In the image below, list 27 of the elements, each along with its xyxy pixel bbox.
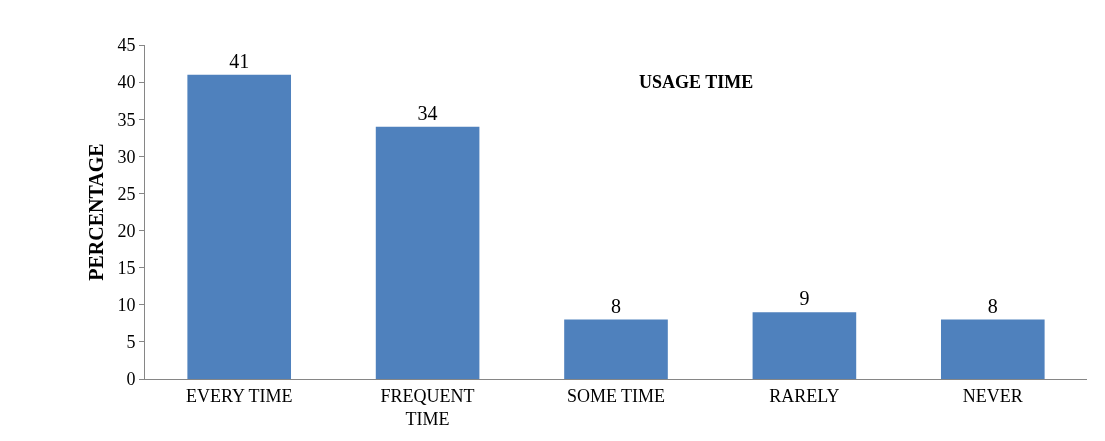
data-label: 9 <box>799 287 810 310</box>
x-tick-label: SOME TIME <box>566 385 666 406</box>
data-label: 8 <box>611 294 621 317</box>
x-tick-label: RARELY <box>769 385 840 406</box>
bar <box>564 319 668 379</box>
data-label: 8 <box>987 294 998 317</box>
x-tick-label: FREQUENT TIME <box>380 385 475 429</box>
y-tick-label: 35 <box>117 109 136 130</box>
y-tick-label: 25 <box>117 183 136 204</box>
bar <box>187 74 292 379</box>
x-tick-label: EVERY TIME <box>185 385 293 406</box>
bar <box>940 319 1045 379</box>
y-tick-label: 30 <box>117 146 136 167</box>
data-label: 34 <box>417 101 438 124</box>
x-tick-label: NEVER <box>962 385 1023 406</box>
y-tick-label: 45 <box>117 35 136 56</box>
data-label: 41 <box>229 49 250 72</box>
y-tick-label: 15 <box>117 257 136 278</box>
bar <box>375 126 480 379</box>
y-tick-label: 0 <box>126 369 136 390</box>
y-tick-label: 10 <box>117 295 136 316</box>
y-tick-label: 5 <box>126 332 136 353</box>
y-axis-title: PERCENTAGE <box>84 143 107 281</box>
text: USAGE TIME <box>639 71 754 92</box>
y-tick-label: 20 <box>117 220 136 241</box>
y-tick-label: 40 <box>117 72 136 93</box>
bar <box>752 312 857 379</box>
